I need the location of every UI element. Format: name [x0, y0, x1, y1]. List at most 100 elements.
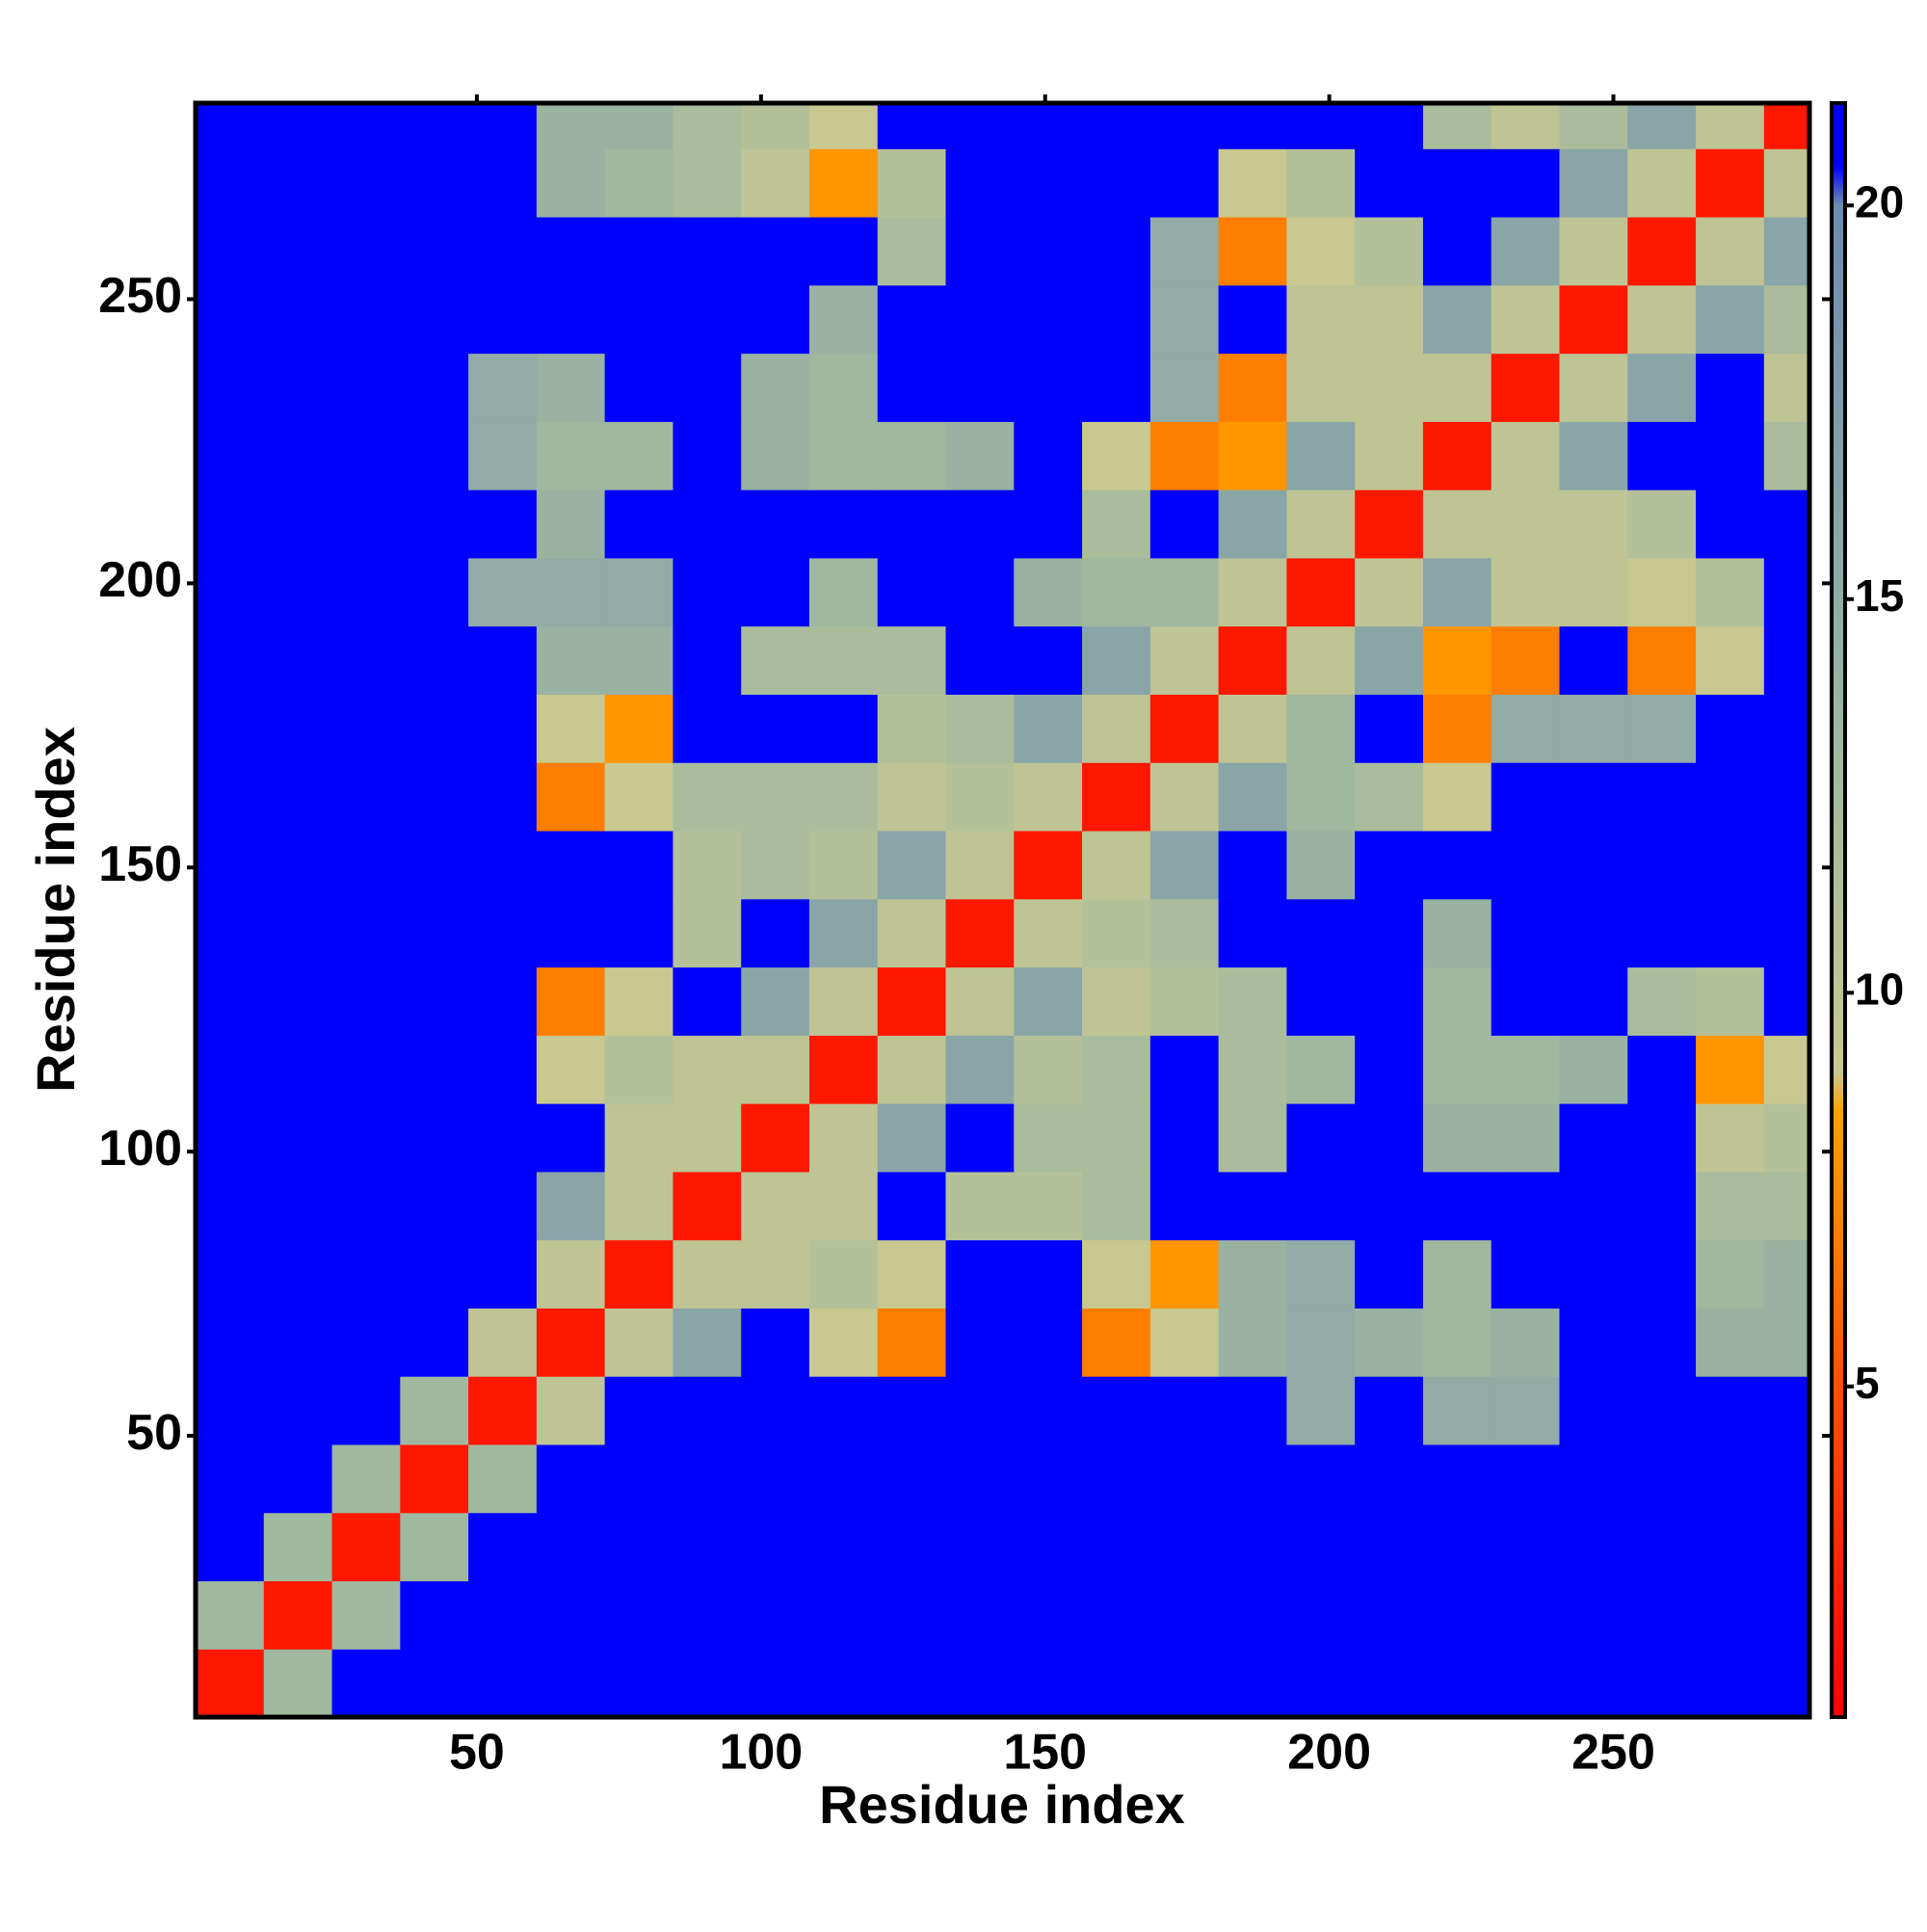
heatmap-cell	[1014, 625, 1083, 695]
heatmap-cell	[1696, 1239, 1765, 1309]
heatmap-cell	[1696, 1512, 1765, 1582]
heatmap-cell	[1422, 148, 1492, 218]
heatmap-cell	[1082, 830, 1151, 900]
heatmap-cell	[1218, 625, 1287, 695]
heatmap-cell	[1014, 353, 1083, 422]
heatmap-cell	[1286, 421, 1356, 490]
heatmap-cell	[1491, 1239, 1561, 1309]
y-tick-label: 100	[98, 1121, 182, 1177]
heatmap-cell	[1491, 103, 1561, 149]
heatmap-cell	[1149, 1239, 1220, 1309]
heatmap-cell	[331, 148, 401, 218]
heatmap-cell	[877, 353, 947, 422]
heatmap-cell	[1286, 1580, 1356, 1650]
heatmap-cell	[1422, 1649, 1492, 1717]
heatmap-cell	[673, 216, 742, 286]
heatmap-cell	[741, 1171, 810, 1241]
heatmap-cell	[1082, 148, 1151, 218]
heatmap-cell	[196, 1512, 265, 1582]
heatmap-cell	[1149, 1308, 1220, 1377]
heatmap-cell	[945, 1443, 1015, 1514]
heatmap-cell	[536, 284, 606, 355]
heatmap-cell	[1491, 966, 1561, 1036]
heatmap-cell	[1218, 830, 1287, 900]
heatmap	[196, 103, 1809, 1717]
heatmap-cell	[808, 421, 879, 490]
heatmap-cell	[1696, 1308, 1765, 1377]
heatmap-cell	[1149, 898, 1220, 968]
heatmap-cell	[400, 762, 469, 832]
heatmap-cell	[1355, 490, 1424, 559]
heatmap-cell	[877, 1580, 947, 1650]
heatmap-cell	[1082, 1376, 1151, 1445]
heatmap-cell	[1763, 1512, 1809, 1582]
heatmap-cell	[331, 421, 401, 490]
heatmap-cell	[1149, 490, 1220, 559]
heatmap-cell	[1627, 762, 1697, 832]
heatmap-cell	[331, 1035, 401, 1104]
heatmap-cell	[263, 898, 333, 968]
heatmap-cell	[741, 216, 810, 286]
heatmap-cell	[1286, 490, 1356, 559]
heatmap-cell	[536, 762, 606, 832]
heatmap-cell	[741, 148, 810, 218]
heatmap-cell	[604, 1035, 674, 1104]
heatmap-cell	[196, 625, 265, 695]
heatmap-cell	[673, 1443, 742, 1514]
heatmap-cell	[468, 421, 538, 490]
x-tick-label: 200	[1287, 1725, 1371, 1781]
heatmap-cell	[1355, 1443, 1424, 1514]
heatmap-cell	[468, 1512, 538, 1582]
heatmap-cell	[673, 490, 742, 559]
x-tick-label: 150	[1003, 1725, 1087, 1781]
heatmap-cell	[400, 1239, 469, 1309]
heatmap-cell	[536, 1308, 606, 1377]
heatmap-cell	[741, 353, 810, 422]
heatmap-cell	[877, 1512, 947, 1582]
heatmap-cell	[196, 557, 265, 627]
heatmap-cell	[604, 898, 674, 968]
heatmap-cell	[1763, 694, 1809, 763]
colorbar-tick-label: 20	[1855, 176, 1904, 226]
heatmap-cell	[1422, 830, 1492, 900]
heatmap-cell	[468, 898, 538, 968]
heatmap-cell	[808, 1580, 879, 1650]
heatmap-cell	[604, 490, 674, 559]
heatmap-cell	[1218, 1308, 1287, 1377]
heatmap-cell	[1355, 694, 1424, 763]
heatmap-cell	[1149, 1376, 1220, 1445]
heatmap-cell	[196, 762, 265, 832]
heatmap-cell	[536, 830, 606, 900]
heatmap-cell	[604, 1580, 674, 1650]
heatmap-cell	[400, 1035, 469, 1104]
heatmap-cell	[400, 898, 469, 968]
heatmap-cell	[1082, 490, 1151, 559]
heatmap-cell	[741, 421, 810, 490]
colorbar-tick-label: 5	[1855, 1358, 1880, 1408]
heatmap-cell	[1218, 1239, 1287, 1309]
heatmap-cell	[1627, 216, 1697, 286]
heatmap-cell	[1491, 490, 1561, 559]
heatmap-cell	[1082, 1308, 1151, 1377]
heatmap-cell	[1627, 1512, 1697, 1582]
heatmap-cell	[1491, 625, 1561, 695]
heatmap-cell	[1286, 216, 1356, 286]
heatmap-cell	[1422, 625, 1492, 695]
heatmap-cell	[1149, 216, 1220, 286]
heatmap-cell	[196, 421, 265, 490]
heatmap-cell	[741, 1239, 810, 1309]
heatmap-cell	[1218, 762, 1287, 832]
heatmap-cell	[1422, 1103, 1492, 1173]
heatmap-cell	[1082, 898, 1151, 968]
heatmap-cell	[468, 1443, 538, 1514]
heatmap-cell	[468, 216, 538, 286]
heatmap-cell	[1422, 1376, 1492, 1445]
heatmap-cell	[877, 762, 947, 832]
heatmap-cell	[263, 1512, 333, 1582]
heatmap-cell	[1422, 1580, 1492, 1650]
heatmap-cell	[945, 103, 1015, 149]
y-tick-label: 150	[98, 836, 182, 892]
heatmap-cell	[1286, 1308, 1356, 1377]
heatmap-cell	[877, 148, 947, 218]
